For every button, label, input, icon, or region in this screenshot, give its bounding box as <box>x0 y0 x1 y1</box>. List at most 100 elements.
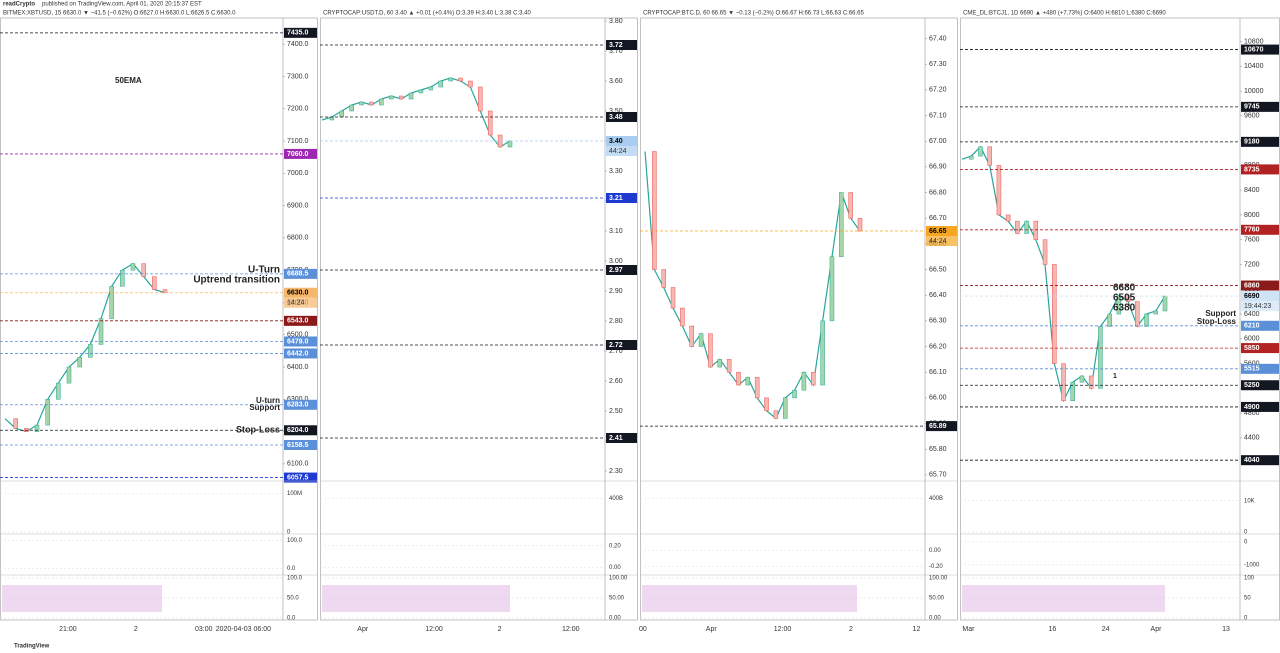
price-tag-label: 2.97 <box>609 267 623 274</box>
candle <box>792 389 797 399</box>
price-tag <box>1241 44 1279 55</box>
annotation: Uptrend transition <box>193 275 280 286</box>
candle <box>369 101 374 106</box>
y-tick-label: 6800.0 <box>287 235 309 242</box>
y-tick-label: 7600 <box>1244 237 1260 244</box>
y-tick-label: 67.40 <box>929 35 947 42</box>
y-tick-label: 10800 <box>1244 38 1264 45</box>
y-tick-label: 2.70 <box>609 348 623 355</box>
x-tick-label: 12 <box>913 626 921 633</box>
y-tick-label: 3.50 <box>609 108 623 115</box>
candle <box>130 263 136 271</box>
sub-tick-label: 50.00 <box>929 596 945 602</box>
y-tick-label: 2.80 <box>609 318 623 325</box>
countdown-box <box>1241 301 1279 312</box>
annotation: 6505 <box>1113 293 1136 304</box>
y-tick-label: 10400 <box>1244 63 1264 70</box>
sub-tick-label: 0.00 <box>609 616 621 622</box>
price-tag <box>1241 224 1279 235</box>
price-tag-label: 6688.5 <box>287 271 309 278</box>
price-tag-label: 7435.0 <box>287 30 309 37</box>
y-tick-label: 4800 <box>1244 410 1260 417</box>
candle <box>1116 295 1122 315</box>
countdown: 19:44:23 <box>1244 303 1271 310</box>
price-tag <box>1241 455 1279 466</box>
candle <box>1135 301 1140 327</box>
y-tick-label: 7000.0 <box>287 170 309 177</box>
panel-title: CRYPTOCAP:BTC.D, 60 66.65 ▼ −0.13 (−0.2%… <box>643 11 865 17</box>
price-tag-label: 2.41 <box>609 435 623 442</box>
candle <box>717 359 723 368</box>
price-tag-label: 9745 <box>1244 104 1260 111</box>
candle <box>109 286 114 319</box>
annotation: 6380 <box>1113 303 1136 314</box>
y-tick-label: 67.30 <box>929 61 947 68</box>
candle <box>379 98 384 106</box>
price-tag <box>284 472 317 483</box>
candle <box>398 95 404 100</box>
candle <box>448 77 453 82</box>
y-tick-label: 2.90 <box>609 288 623 295</box>
y-tick-label: 7200.0 <box>287 106 309 113</box>
candle <box>1088 375 1094 389</box>
price-tag <box>1241 280 1279 291</box>
y-tick-label: 9600 <box>1244 113 1260 120</box>
candle <box>1005 214 1011 222</box>
sub-tick-label: 100.0 <box>287 538 303 544</box>
y-tick-label: 3.10 <box>609 228 623 235</box>
candle <box>56 382 61 400</box>
price-tag <box>606 112 637 122</box>
sub-tick-label: 0 <box>287 530 291 536</box>
x-tick-label: 16 <box>1049 626 1057 633</box>
y-tick-label: 67.20 <box>929 87 947 94</box>
price-tag-label: 6630.0 <box>287 290 309 297</box>
candle <box>339 110 345 118</box>
price-tag-label: 9180 <box>1244 139 1260 146</box>
candle <box>987 146 992 166</box>
price-tag-label: 3.21 <box>609 195 623 202</box>
candle <box>1024 220 1029 234</box>
price-tag-label: 3.72 <box>609 42 623 49</box>
y-tick-label: 10000 <box>1244 88 1264 95</box>
candle <box>458 77 463 82</box>
price-tag <box>926 421 957 432</box>
candle <box>811 371 816 386</box>
candle <box>45 399 50 426</box>
price-tag <box>284 148 317 159</box>
annotation: 1 <box>1113 373 1117 380</box>
y-tick-label: 3.70 <box>609 48 623 55</box>
x-tick-label: 00 <box>639 626 647 633</box>
price-tag-label: 6057.5 <box>287 474 309 481</box>
price-tag <box>1241 101 1279 112</box>
y-tick-label: 66.40 <box>929 292 947 299</box>
candle <box>1125 295 1131 302</box>
candle <box>389 95 394 100</box>
price-tag <box>1241 363 1279 374</box>
candle <box>698 333 704 347</box>
price-tag-label: 6860 <box>1244 282 1260 289</box>
candle <box>968 155 974 160</box>
price-tag-label: 5515 <box>1244 366 1260 373</box>
x-tick-label: Apr <box>706 626 718 633</box>
candle <box>820 320 825 386</box>
sub-tick-label: 0.0 <box>287 616 296 622</box>
y-tick-label: 67.00 <box>929 138 947 145</box>
annotation: 6680 <box>1113 283 1136 294</box>
x-tick-label: 2 <box>134 626 138 633</box>
sub-tick-label: 400B <box>609 496 623 502</box>
sub-tick-label: 0.20 <box>609 543 621 549</box>
x-tick-label: 21:00 <box>59 626 77 633</box>
countdown-box <box>606 146 637 156</box>
price-tag-label: 8735 <box>1244 166 1260 173</box>
x-tick-label: 2 <box>849 626 853 633</box>
price-tag <box>606 193 637 203</box>
annotation: Support <box>249 403 280 412</box>
y-tick-label: 66.70 <box>929 215 947 222</box>
price-tag-label: 3.48 <box>609 114 623 121</box>
panel-border <box>320 17 638 621</box>
price-tag <box>606 340 637 350</box>
sub-tick-label: 0 <box>1244 616 1248 622</box>
candle <box>66 366 72 384</box>
candle <box>745 377 751 386</box>
price-tag-label: 6690 <box>1244 293 1260 300</box>
